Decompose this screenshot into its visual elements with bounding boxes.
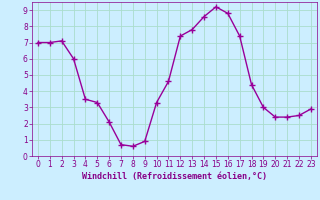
X-axis label: Windchill (Refroidissement éolien,°C): Windchill (Refroidissement éolien,°C) (82, 172, 267, 181)
